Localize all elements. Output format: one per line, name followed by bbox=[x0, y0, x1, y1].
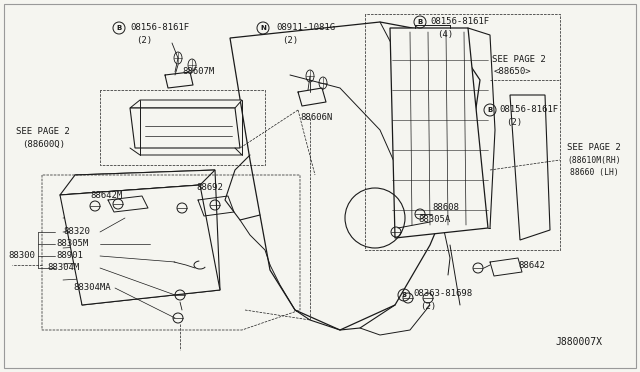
Text: 88320: 88320 bbox=[63, 228, 90, 237]
Text: 88305M: 88305M bbox=[56, 240, 88, 248]
Text: (2): (2) bbox=[282, 35, 298, 45]
Text: 88608: 88608 bbox=[432, 203, 459, 212]
Polygon shape bbox=[390, 28, 488, 238]
Text: 08156-8161F: 08156-8161F bbox=[499, 106, 558, 115]
Text: 08156-8161F: 08156-8161F bbox=[130, 23, 189, 32]
Text: S: S bbox=[401, 292, 406, 298]
Polygon shape bbox=[510, 95, 550, 240]
Text: 88692: 88692 bbox=[196, 183, 223, 192]
Text: 88305A: 88305A bbox=[418, 215, 451, 224]
Polygon shape bbox=[130, 100, 242, 108]
Text: (4): (4) bbox=[437, 31, 453, 39]
Polygon shape bbox=[60, 170, 215, 195]
Text: B: B bbox=[417, 19, 422, 25]
Text: SEE PAGE 2: SEE PAGE 2 bbox=[567, 144, 621, 153]
Text: J880007X: J880007X bbox=[555, 337, 602, 347]
Text: (88600Q): (88600Q) bbox=[22, 140, 65, 148]
Polygon shape bbox=[60, 185, 220, 305]
Text: 88642M: 88642M bbox=[90, 192, 122, 201]
Text: 88642: 88642 bbox=[518, 260, 545, 269]
Text: N: N bbox=[260, 25, 266, 31]
Text: 88304M: 88304M bbox=[47, 263, 79, 273]
Text: 88606N: 88606N bbox=[300, 113, 332, 122]
Text: (2): (2) bbox=[506, 118, 522, 126]
Text: 08363-81698: 08363-81698 bbox=[413, 289, 472, 298]
Text: SEE PAGE 2: SEE PAGE 2 bbox=[16, 128, 70, 137]
Text: 08911-1081G: 08911-1081G bbox=[276, 23, 335, 32]
Text: 88304MA: 88304MA bbox=[73, 283, 111, 292]
Text: (88610M(RH): (88610M(RH) bbox=[567, 155, 621, 164]
Text: 88901: 88901 bbox=[56, 251, 83, 260]
Polygon shape bbox=[75, 170, 220, 305]
Text: <88650>: <88650> bbox=[494, 67, 532, 77]
Polygon shape bbox=[130, 108, 240, 148]
Text: B: B bbox=[488, 107, 493, 113]
Text: 88607M: 88607M bbox=[182, 67, 214, 77]
Polygon shape bbox=[230, 22, 480, 330]
Text: (2): (2) bbox=[136, 35, 152, 45]
Text: 08156-8161F: 08156-8161F bbox=[430, 17, 489, 26]
Text: 88660 (LH): 88660 (LH) bbox=[570, 167, 619, 176]
Text: 88300: 88300 bbox=[8, 251, 35, 260]
Text: B: B bbox=[116, 25, 122, 31]
Text: (2): (2) bbox=[420, 302, 436, 311]
Text: SEE PAGE 2: SEE PAGE 2 bbox=[492, 55, 546, 64]
